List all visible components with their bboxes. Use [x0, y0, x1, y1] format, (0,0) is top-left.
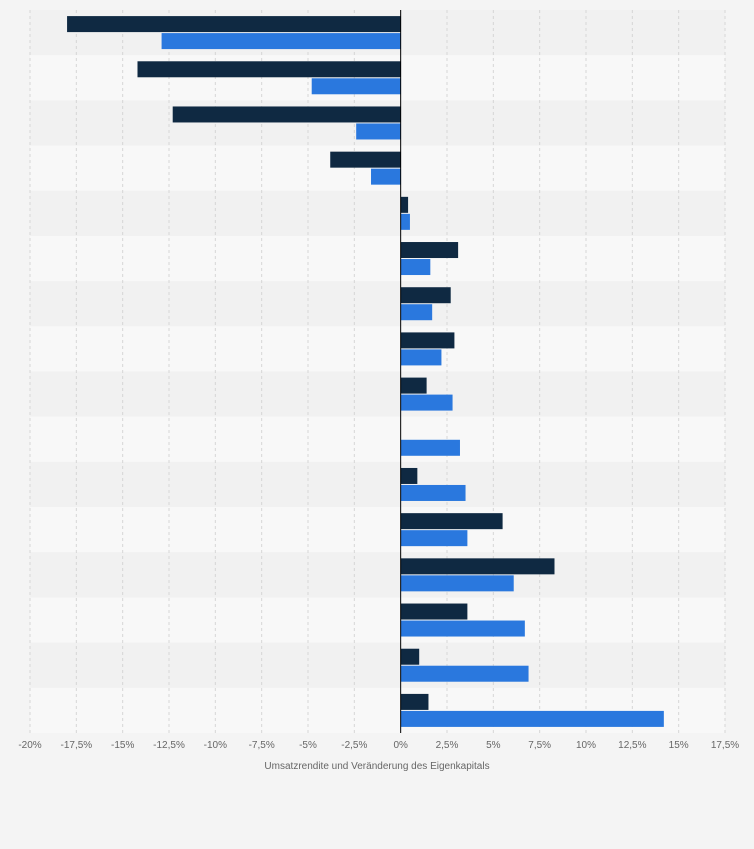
- bar[interactable]: [371, 168, 401, 185]
- bar[interactable]: [400, 287, 451, 304]
- x-axis-title: Umsatzrendite und Veränderung des Eigenk…: [264, 761, 489, 772]
- row-bands: [30, 10, 725, 733]
- bar[interactable]: [400, 603, 468, 620]
- x-tick-label: -17,5%: [60, 740, 92, 751]
- bar[interactable]: [400, 349, 442, 366]
- grid-lines: [29, 10, 726, 733]
- bar[interactable]: [400, 377, 427, 394]
- row-band: [30, 235, 725, 282]
- bar[interactable]: [400, 196, 409, 213]
- x-tick-label: -10%: [204, 740, 227, 751]
- bar[interactable]: [400, 394, 453, 411]
- x-tick-label: -15%: [111, 740, 134, 751]
- x-tick-label: 10%: [576, 740, 596, 751]
- bar[interactable]: [172, 106, 401, 123]
- row-band: [30, 416, 725, 462]
- x-tick-label: 0%: [393, 740, 408, 751]
- row-band: [30, 552, 725, 598]
- row-band: [30, 597, 725, 643]
- bar[interactable]: [400, 513, 503, 530]
- bar[interactable]: [400, 332, 455, 349]
- x-tick-label: -20%: [18, 740, 41, 751]
- bar[interactable]: [137, 61, 401, 78]
- row-band: [30, 326, 725, 372]
- row-band: [30, 190, 725, 236]
- bar[interactable]: [400, 558, 555, 575]
- x-tick-label: -5%: [299, 740, 317, 751]
- bar[interactable]: [400, 575, 514, 592]
- row-band: [30, 371, 725, 417]
- bar[interactable]: [400, 242, 459, 259]
- bar[interactable]: [67, 16, 401, 33]
- bar[interactable]: [400, 648, 420, 665]
- x-tick-label: 12,5%: [618, 740, 646, 751]
- x-tick-label: 2,5%: [436, 740, 459, 751]
- x-tick-label: 7,5%: [528, 740, 551, 751]
- x-tick-label: -7,5%: [249, 740, 275, 751]
- bar[interactable]: [400, 439, 460, 456]
- bar[interactable]: [400, 213, 410, 230]
- bar[interactable]: [400, 693, 429, 710]
- x-tick-label: 15%: [669, 740, 689, 751]
- bar[interactable]: [400, 467, 418, 484]
- bar[interactable]: [356, 123, 401, 140]
- bar[interactable]: [400, 710, 664, 727]
- bar[interactable]: [400, 259, 431, 276]
- x-tick-label: 17,5%: [711, 740, 739, 751]
- x-tick-label: -12,5%: [153, 740, 185, 751]
- row-band: [30, 642, 725, 688]
- bar[interactable]: [311, 78, 401, 95]
- row-band: [30, 281, 725, 327]
- x-tick-label: 5%: [486, 740, 501, 751]
- x-tick-labels: -20% -17,5% -15% -12,5% -10% -7,5% -5% -2,5% 0% 2…: [18, 740, 739, 751]
- bar[interactable]: [400, 620, 525, 637]
- bar[interactable]: [400, 484, 466, 501]
- bar[interactable]: [400, 304, 433, 321]
- bar[interactable]: [330, 151, 401, 168]
- row-band: [30, 507, 725, 553]
- row-band: [30, 461, 725, 508]
- bar[interactable]: [400, 665, 529, 682]
- bars: [67, 16, 664, 727]
- bar[interactable]: [400, 530, 468, 547]
- x-tick-label: -2,5%: [341, 740, 367, 751]
- bar[interactable]: [161, 33, 401, 50]
